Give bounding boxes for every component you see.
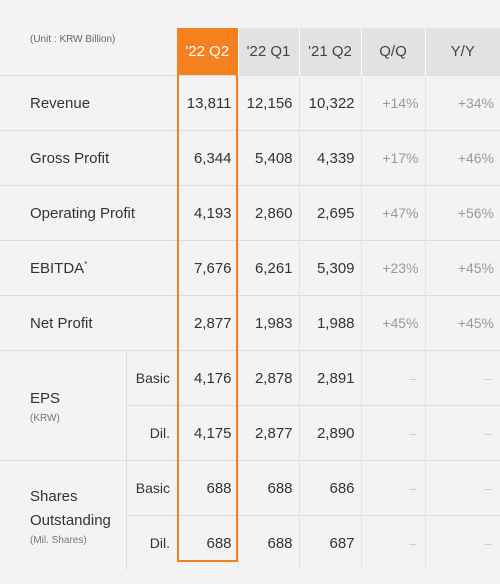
col-header-yoy: Y/Y xyxy=(424,28,500,76)
cell-yoy: – xyxy=(424,460,500,516)
cell-21q2: 687 xyxy=(298,515,362,570)
table-row-revenue: Revenue 13,811 12,156 10,322 +14% +34% xyxy=(0,75,500,131)
row-label: Net Profit xyxy=(0,295,178,351)
cell-qoq: – xyxy=(360,515,426,570)
cell-22q1: 688 xyxy=(237,460,300,516)
table-row-eps-diluted: Dil. 4,175 2,877 2,890 – – xyxy=(0,405,500,461)
table-row-ebitda: EBITDA* 7,676 6,261 5,309 +23% +45% xyxy=(0,240,500,296)
cell-22q1: 2,878 xyxy=(237,350,300,406)
cell-21q2: 4,339 xyxy=(298,130,362,186)
col-header-qoq: Q/Q xyxy=(360,28,426,76)
row-label: Gross Profit xyxy=(0,130,178,186)
row-label: EBITDA* xyxy=(0,240,178,296)
eps-title: EPS xyxy=(30,390,61,407)
shares-group-label: Shares Outstanding (Mil. Shares) xyxy=(0,460,126,570)
cell-qoq: +17% xyxy=(360,130,426,186)
cell-21q2: 686 xyxy=(298,460,362,516)
footnote-mark: * xyxy=(84,259,88,269)
cell-qoq: +14% xyxy=(360,75,426,131)
cell-21q2: 1,988 xyxy=(298,295,362,351)
eps-group-label: EPS (KRW) xyxy=(0,350,126,461)
eps-unit: (KRW) xyxy=(30,413,60,424)
cell-qoq: – xyxy=(360,350,426,406)
cell-22q2: 4,176 xyxy=(177,350,239,406)
cell-22q2: 13,811 xyxy=(177,75,239,131)
cell-21q2: 10,322 xyxy=(298,75,362,131)
cell-22q2: 7,676 xyxy=(177,240,239,296)
row-label: Revenue xyxy=(0,75,178,131)
cell-yoy: – xyxy=(424,405,500,461)
cell-21q2: 2,890 xyxy=(298,405,362,461)
sub-label: Dil. xyxy=(125,515,178,570)
unit-label: (Unit : KRW Billion) xyxy=(30,34,116,45)
cell-yoy: – xyxy=(424,515,500,570)
cell-qoq: – xyxy=(360,405,426,461)
table-row-net-profit: Net Profit 2,877 1,983 1,988 +45% +45% xyxy=(0,295,500,351)
col-header-22q1: '22 Q1 xyxy=(237,28,300,76)
cell-22q1: 5,408 xyxy=(237,130,300,186)
table-row-operating-profit: Operating Profit 4,193 2,860 2,695 +47% … xyxy=(0,185,500,241)
cell-yoy: +45% xyxy=(424,295,500,351)
table-row-gross-profit: Gross Profit 6,344 5,408 4,339 +17% +46% xyxy=(0,130,500,186)
cell-yoy: – xyxy=(424,350,500,406)
shares-title-line2: Outstanding xyxy=(30,512,111,529)
cell-22q1: 688 xyxy=(237,515,300,570)
cell-21q2: 5,309 xyxy=(298,240,362,296)
table-row-shares-diluted: Dil. 688 688 687 – – xyxy=(0,515,500,570)
cell-qoq: +47% xyxy=(360,185,426,241)
cell-yoy: +45% xyxy=(424,240,500,296)
cell-22q2: 2,877 xyxy=(177,295,239,351)
cell-22q2: 4,193 xyxy=(177,185,239,241)
cell-yoy: +56% xyxy=(424,185,500,241)
col-header-21q2: '21 Q2 xyxy=(298,28,362,76)
cell-22q2: 6,344 xyxy=(177,130,239,186)
header-row: (Unit : KRW Billion) '22 Q2 '22 Q1 '21 Q… xyxy=(0,28,500,76)
cell-22q1: 2,877 xyxy=(237,405,300,461)
cell-22q2: 688 xyxy=(177,460,239,516)
cell-22q1: 12,156 xyxy=(237,75,300,131)
row-label: Operating Profit xyxy=(0,185,178,241)
cell-21q2: 2,695 xyxy=(298,185,362,241)
financial-table: (Unit : KRW Billion) '22 Q2 '22 Q1 '21 Q… xyxy=(0,28,500,570)
sub-label: Basic xyxy=(125,460,178,516)
cell-qoq: +23% xyxy=(360,240,426,296)
cell-22q1: 1,983 xyxy=(237,295,300,351)
cell-22q1: 2,860 xyxy=(237,185,300,241)
cell-yoy: +46% xyxy=(424,130,500,186)
cell-yoy: +34% xyxy=(424,75,500,131)
sub-label: Basic xyxy=(125,350,178,406)
table-row-shares-basic: Shares Outstanding (Mil. Shares) Basic 6… xyxy=(0,460,500,570)
table-row-eps-basic: EPS (KRW) Basic 4,176 2,878 2,891 – – xyxy=(0,350,500,461)
shares-title-line1: Shares xyxy=(30,488,78,505)
cell-22q1: 6,261 xyxy=(237,240,300,296)
cell-21q2: 2,891 xyxy=(298,350,362,406)
sub-label: Dil. xyxy=(125,405,178,461)
cell-22q2: 688 xyxy=(177,515,239,570)
cell-qoq: +45% xyxy=(360,295,426,351)
cell-22q2: 4,175 xyxy=(177,405,239,461)
col-header-22q2: '22 Q2 xyxy=(177,28,239,76)
row-label-text: EBITDA xyxy=(30,259,85,277)
cell-qoq: – xyxy=(360,460,426,516)
shares-unit: (Mil. Shares) xyxy=(30,535,87,546)
